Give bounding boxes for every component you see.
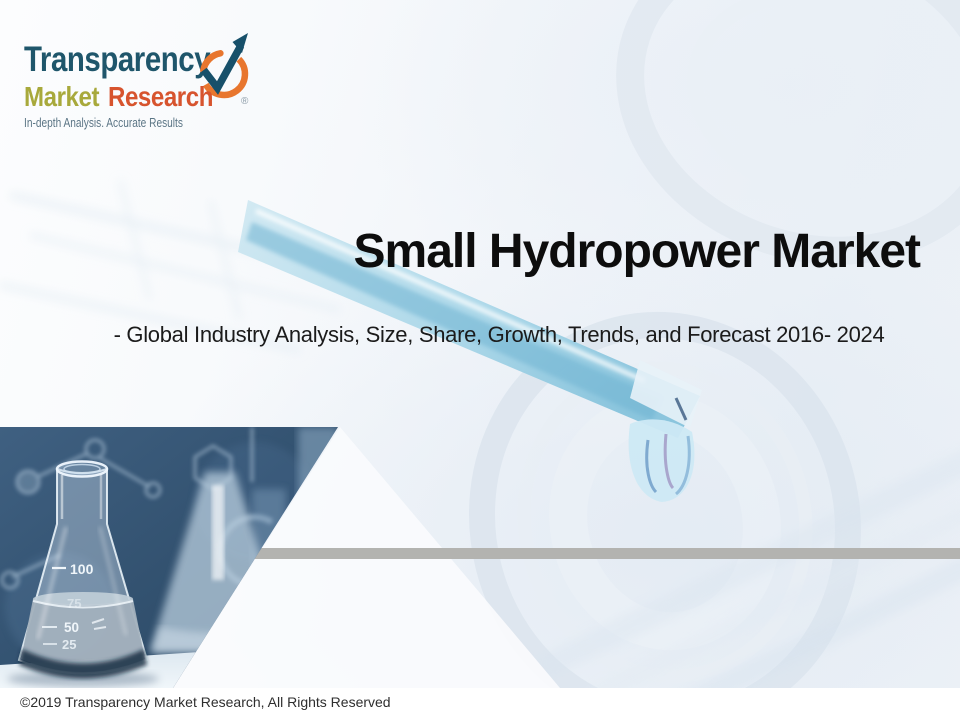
- logo-tagline: In-depth Analysis. Accurate Results: [24, 115, 183, 130]
- footer: ©2019 Transparency Market Research, All …: [0, 688, 960, 720]
- logo: Transparency ® Market Research In-depth …: [24, 33, 249, 131]
- erlenmeyer-flask: [7, 460, 159, 687]
- pipette-illustration: [238, 200, 702, 438]
- svg-text:75: 75: [67, 596, 81, 611]
- flask-graduations: 100 75 50 25: [42, 561, 107, 652]
- logo-wordmark-market: Market: [24, 81, 100, 112]
- svg-text:25: 25: [62, 637, 76, 652]
- checkmark-arrow-icon: ®: [200, 33, 249, 107]
- svg-text:100: 100: [70, 561, 94, 577]
- registered-mark: ®: [241, 96, 249, 107]
- flask-photo: 100 75 50 25: [0, 427, 338, 688]
- slide-title: Small Hydropower Market: [353, 225, 921, 278]
- petri-dish-top-right-illustration: [616, 0, 960, 265]
- faint-rack-illustration: [0, 179, 341, 353]
- flask-photo-art: 100 75 50 25: [0, 427, 338, 688]
- logo-wordmark-transparency: Transparency: [24, 40, 211, 79]
- svg-text:50: 50: [64, 620, 79, 635]
- divider-bar: [253, 548, 960, 559]
- liquid-drop-illustration: [628, 419, 695, 502]
- slide-subtitle: - Global Industry Analysis, Size, Share,…: [113, 322, 885, 347]
- copyright-text: ©2019 Transparency Market Research, All …: [20, 694, 391, 710]
- logo-wordmark-research: Research: [107, 81, 213, 112]
